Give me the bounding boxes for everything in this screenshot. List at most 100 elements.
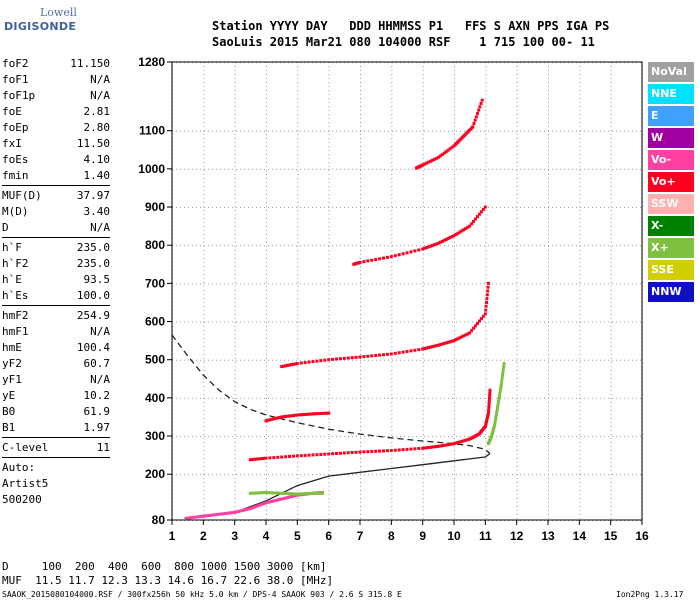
grid-dot bbox=[504, 321, 505, 323]
grid-dot bbox=[572, 321, 573, 323]
grid-dot bbox=[360, 390, 361, 391]
grid-dot bbox=[266, 330, 267, 331]
grid-dot bbox=[454, 166, 455, 167]
grid-dot bbox=[610, 194, 612, 195]
grid-dot bbox=[416, 207, 417, 209]
grid-dot bbox=[488, 436, 489, 438]
grid-dot bbox=[500, 130, 501, 132]
grid-dot bbox=[391, 118, 393, 119]
grid-dot bbox=[297, 170, 299, 171]
grid-dot bbox=[391, 330, 393, 331]
grid-dot bbox=[548, 245, 549, 247]
grid-dot bbox=[192, 207, 193, 209]
grid-dot bbox=[256, 245, 257, 247]
grid-dot bbox=[485, 218, 487, 219]
grid-dot bbox=[297, 230, 299, 231]
grid-dot bbox=[234, 434, 236, 435]
grid-dot bbox=[500, 168, 501, 170]
grid-dot bbox=[422, 222, 424, 223]
grid-dot bbox=[548, 82, 549, 83]
grid-dot bbox=[485, 290, 487, 291]
param-row: foF1 N/A bbox=[2, 72, 110, 88]
grid-dot bbox=[548, 207, 549, 209]
grid-dot bbox=[203, 490, 205, 491]
param-row: yF2 60.7 bbox=[2, 356, 110, 372]
grid-dot bbox=[612, 245, 613, 247]
grid-dot bbox=[234, 378, 236, 379]
data-point bbox=[429, 244, 432, 248]
grid-dot bbox=[456, 436, 457, 438]
grid-dot bbox=[604, 436, 605, 438]
grid-dot bbox=[572, 207, 573, 209]
grid-dot bbox=[548, 258, 549, 259]
grid-dot bbox=[552, 207, 553, 209]
grid-dot bbox=[396, 245, 397, 247]
grid-dot bbox=[364, 130, 365, 132]
grid-dot bbox=[360, 110, 361, 111]
grid-dot bbox=[328, 462, 330, 463]
grid-dot bbox=[203, 222, 205, 223]
grid-dot bbox=[391, 494, 393, 495]
grid-dot bbox=[203, 510, 205, 511]
grid-dot bbox=[316, 436, 317, 438]
grid-dot bbox=[192, 168, 193, 170]
grid-dot bbox=[422, 506, 424, 507]
grid-dot bbox=[584, 207, 585, 209]
grid-dot bbox=[579, 278, 581, 279]
grid-dot bbox=[452, 168, 453, 170]
x-tick-label: 15 bbox=[604, 529, 618, 543]
grid-dot bbox=[592, 130, 593, 132]
grid-dot bbox=[588, 130, 589, 132]
grid-dot bbox=[356, 397, 357, 399]
grid-dot bbox=[579, 338, 581, 339]
grid-dot bbox=[268, 359, 269, 361]
grid-dot bbox=[440, 207, 441, 209]
grid-dot bbox=[328, 486, 330, 487]
data-point bbox=[456, 441, 460, 445]
grid-dot bbox=[234, 274, 236, 275]
grid-dot bbox=[516, 470, 518, 471]
grid-dot bbox=[579, 290, 581, 291]
grid-dot bbox=[422, 386, 424, 387]
grid-dot bbox=[512, 130, 513, 132]
grid-dot bbox=[203, 450, 205, 451]
grid-dot bbox=[512, 474, 513, 476]
grid-dot bbox=[332, 130, 333, 132]
data-point bbox=[425, 446, 429, 450]
grid-dot bbox=[360, 210, 361, 211]
grid-dot bbox=[348, 359, 349, 361]
grid-dot bbox=[266, 142, 267, 143]
grid-dot bbox=[422, 290, 424, 291]
data-point bbox=[496, 401, 500, 405]
grid-dot bbox=[416, 359, 417, 361]
grid-dot bbox=[579, 274, 581, 275]
grid-dot bbox=[610, 118, 612, 119]
grid-dot bbox=[436, 321, 437, 323]
grid-dot bbox=[454, 490, 455, 491]
grid-dot bbox=[485, 110, 487, 111]
grid-dot bbox=[328, 234, 330, 235]
grid-dot bbox=[203, 362, 205, 363]
grid-dot bbox=[516, 194, 518, 195]
grid-dot bbox=[610, 486, 612, 487]
grid-dot bbox=[610, 410, 612, 411]
grid-dot bbox=[516, 118, 518, 119]
grid-dot bbox=[579, 310, 581, 311]
grid-dot bbox=[234, 366, 236, 367]
grid-dot bbox=[360, 74, 361, 75]
grid-dot bbox=[188, 474, 189, 476]
grid-dot bbox=[300, 245, 301, 247]
grid-dot bbox=[304, 245, 305, 247]
grid-dot bbox=[176, 321, 177, 323]
grid-dot bbox=[412, 245, 413, 247]
grid-dot bbox=[203, 414, 205, 415]
grid-dot bbox=[240, 130, 241, 132]
grid-dot bbox=[328, 338, 330, 339]
grid-dot bbox=[203, 158, 205, 159]
grid-dot bbox=[408, 359, 409, 361]
grid-dot bbox=[640, 283, 641, 285]
data-point bbox=[248, 458, 252, 462]
grid-dot bbox=[328, 98, 330, 99]
grid-dot bbox=[610, 122, 612, 123]
grid-dot bbox=[610, 294, 612, 295]
